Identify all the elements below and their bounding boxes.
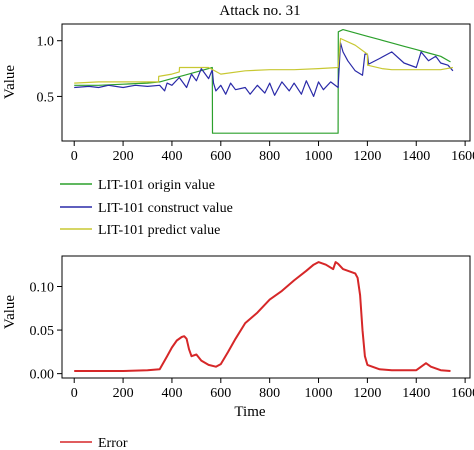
- bottom-legend: Error: [60, 436, 128, 450]
- bottom-x-tick-label: 1000: [305, 386, 333, 401]
- top-x-tick-label: 400: [161, 149, 182, 164]
- top-x-tick-label: 1400: [402, 149, 430, 164]
- bottom-x-tick-label: 600: [210, 386, 231, 401]
- top-y-tick-label: 1.0: [37, 35, 55, 50]
- top-legend: LIT-101 origin value LIT-101 construct v…: [60, 178, 233, 238]
- top-y-tick-label: 0.5: [37, 90, 55, 105]
- legend-label-error: Error: [98, 436, 128, 450]
- top-x-tick-label: 800: [259, 149, 280, 164]
- bottom-x-tick-label: 0: [71, 386, 78, 401]
- bottom-x-tick-label: 400: [161, 386, 182, 401]
- legend-label-origin: LIT-101 origin value: [98, 178, 215, 193]
- bottom-chart-ylabel: Value: [2, 295, 18, 329]
- bottom-series-line-error: [74, 261, 451, 372]
- top-x-tick-label: 600: [210, 149, 231, 164]
- legend-label-construct: LIT-101 construct value: [98, 201, 233, 216]
- bottom-x-tick-label: 800: [259, 386, 280, 401]
- top-series-line-lit-101-origin-value: [74, 29, 451, 134]
- top-series-line-lit-101-predict-value: [74, 37, 454, 84]
- top-series-line-lit-101-construct-value: [74, 42, 454, 98]
- bottom-chart-frame: [61, 255, 471, 379]
- bottom-x-tick-label: 200: [113, 386, 134, 401]
- top-chart-frame: [61, 23, 471, 142]
- top-x-tick-label: 0: [71, 149, 78, 164]
- top-chart-ylabel: Value: [2, 65, 18, 99]
- top-x-tick-label: 1200: [353, 149, 381, 164]
- top-chart-title: Attack no. 31: [219, 3, 300, 19]
- top-x-tick-label: 200: [113, 149, 134, 164]
- bottom-y-tick-label: 0.05: [30, 324, 55, 339]
- bottom-y-tick-label: 0.00: [30, 368, 55, 383]
- legend-label-predict: LIT-101 predict value: [98, 223, 220, 238]
- bottom-x-tick-label: 1400: [402, 386, 430, 401]
- bottom-x-tick-label: 1200: [353, 386, 381, 401]
- top-x-tick-label: 1000: [305, 149, 333, 164]
- bottom-y-tick-label: 0.10: [30, 281, 55, 296]
- bottom-chart-xlabel: Time: [234, 404, 265, 420]
